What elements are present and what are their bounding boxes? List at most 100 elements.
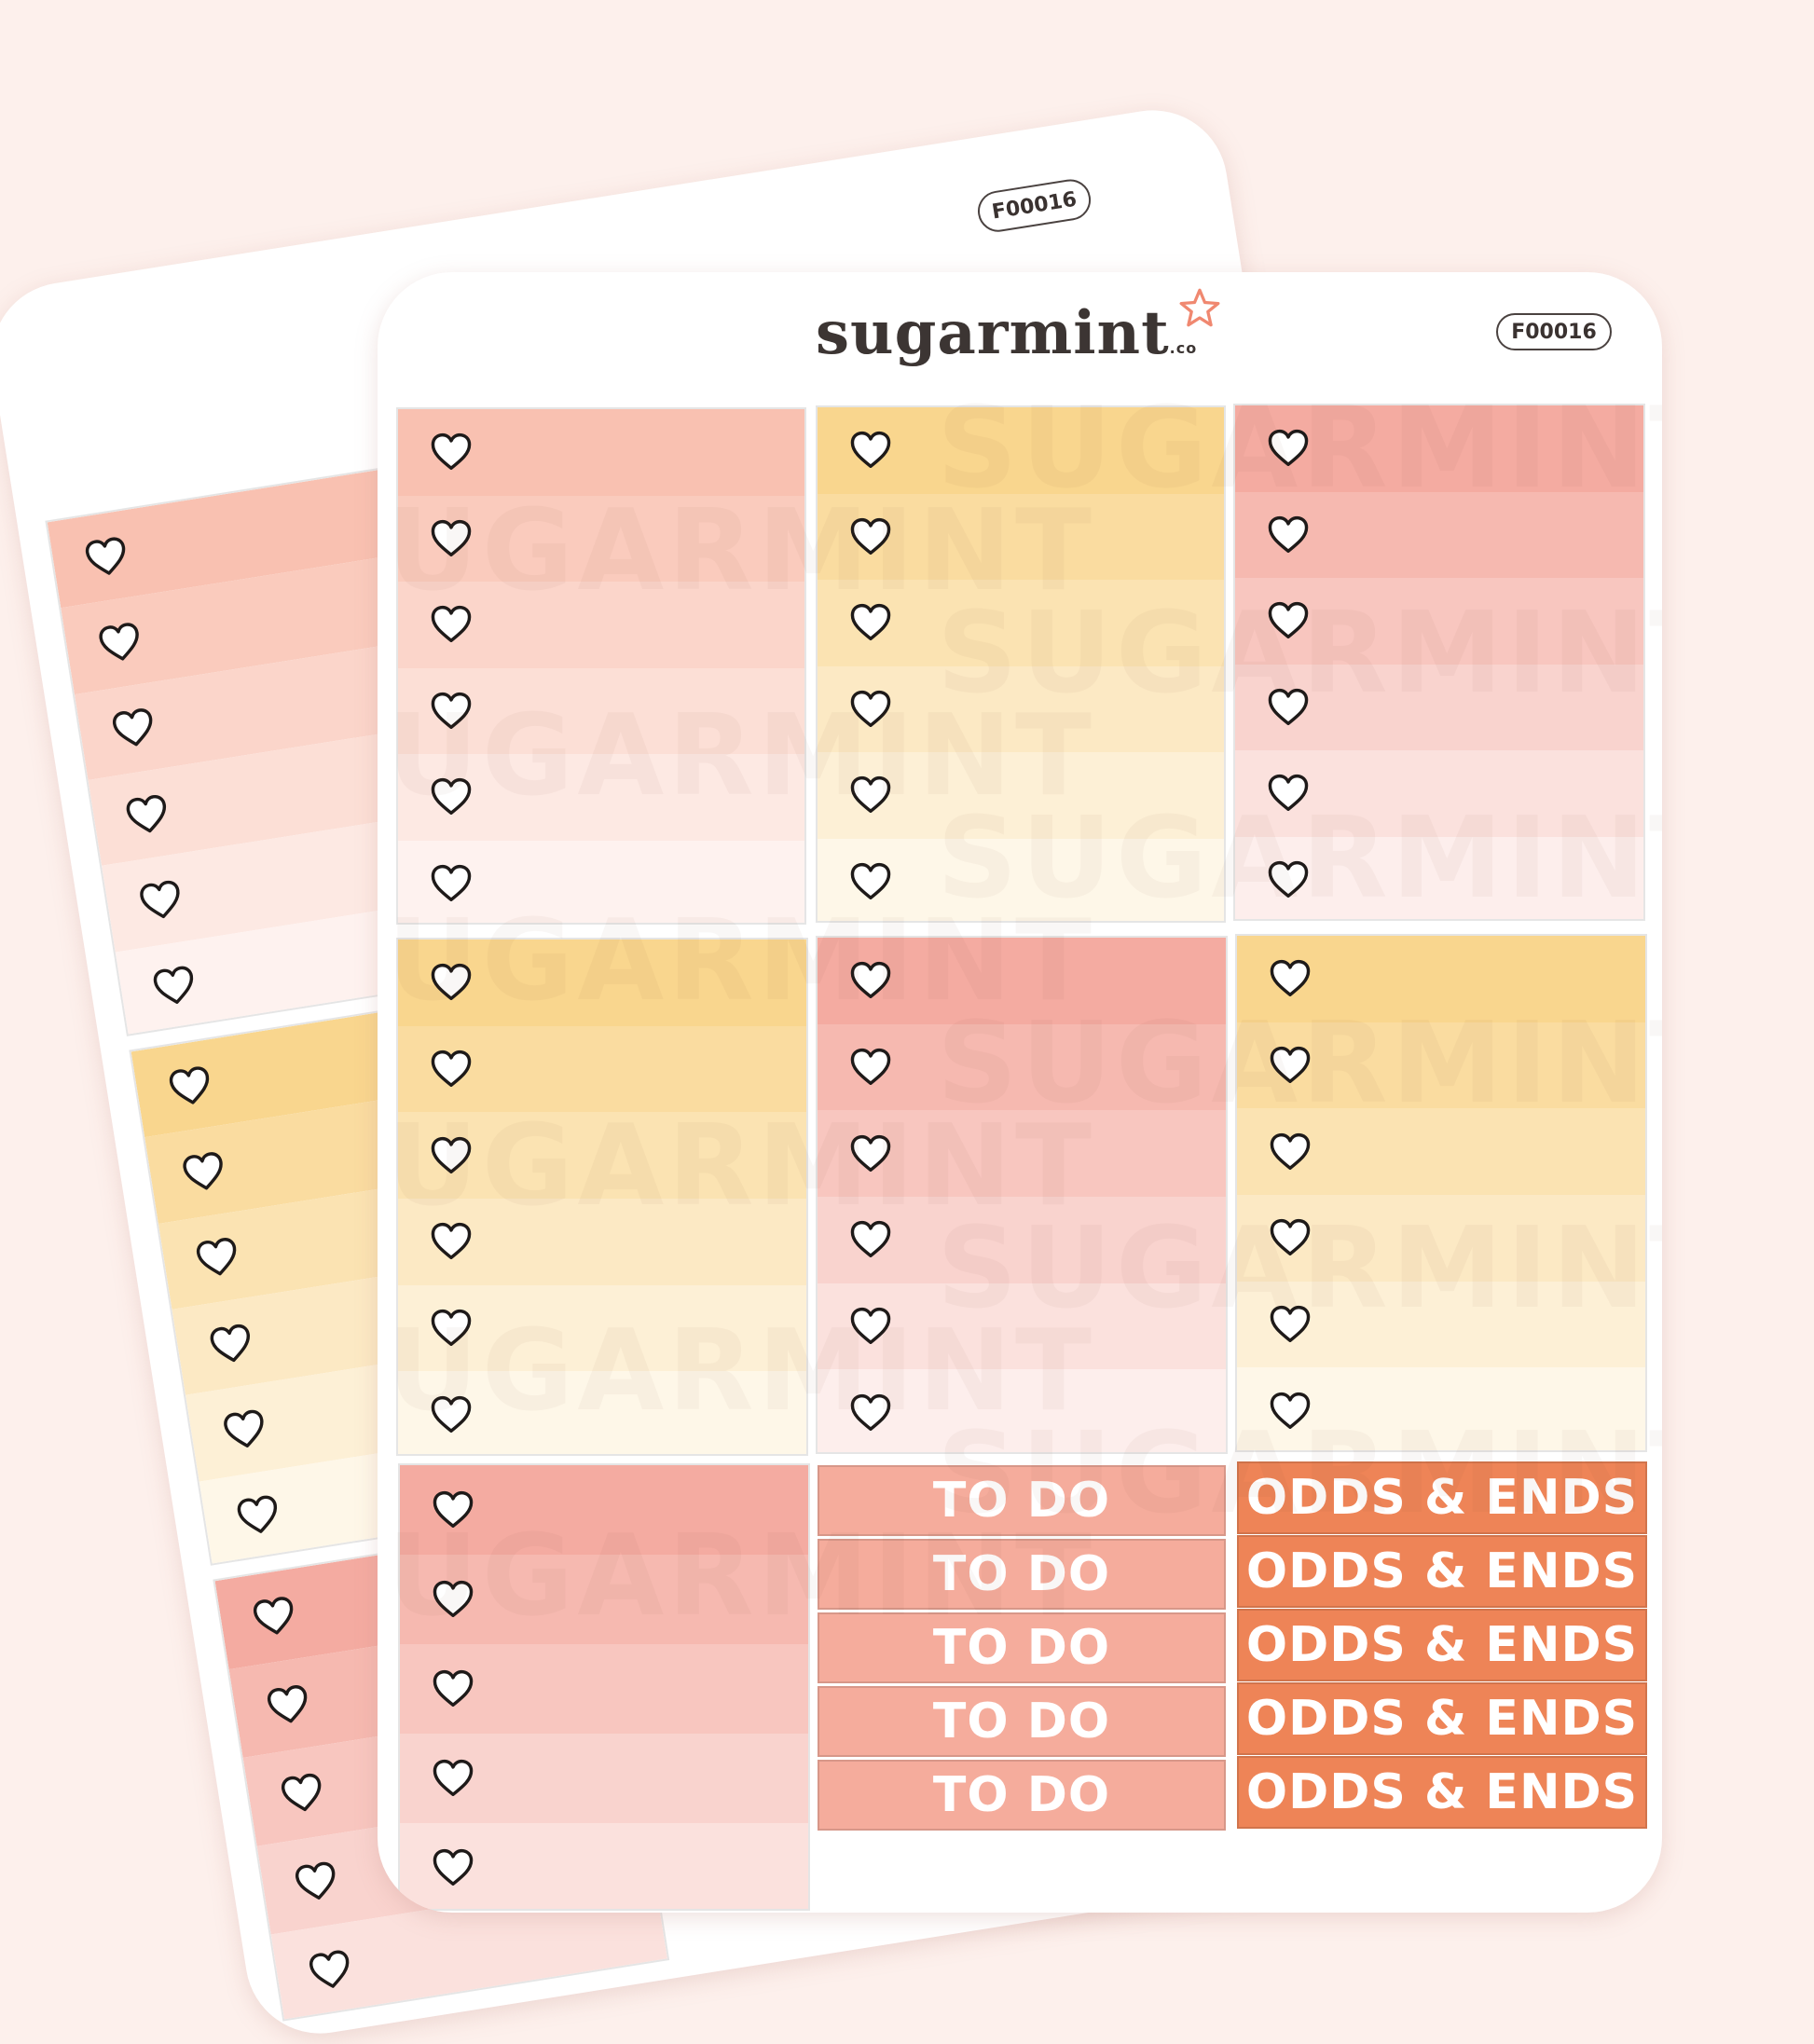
heart-checkbox-icon[interactable] (220, 1406, 268, 1454)
heart-checkbox-icon[interactable] (849, 516, 892, 557)
heart-checkbox-icon[interactable] (137, 877, 186, 925)
checklist-row (398, 940, 806, 1026)
checklist-row (398, 1284, 806, 1372)
checklist-row (400, 1465, 808, 1555)
star-icon (1179, 288, 1220, 327)
checklist-row (1237, 1281, 1645, 1368)
heart-checkbox-icon[interactable] (432, 1668, 474, 1709)
checklist-row (818, 1023, 1226, 1111)
checklist-box-coral (816, 936, 1228, 1454)
heart-checkbox-icon[interactable] (1267, 428, 1310, 469)
checklist-row (1235, 664, 1643, 750)
todo-label: TO DO (818, 1465, 1226, 1536)
checklist-row (1237, 1022, 1645, 1109)
checklist-row (1237, 936, 1645, 1022)
heart-checkbox-icon[interactable] (430, 863, 473, 904)
heart-checkbox-icon[interactable] (430, 1135, 473, 1176)
heart-checkbox-icon[interactable] (1267, 600, 1310, 641)
heart-checkbox-icon[interactable] (207, 1321, 255, 1368)
checklist-row (1235, 578, 1643, 665)
heart-checkbox-icon[interactable] (123, 791, 172, 839)
checklist-row (102, 805, 499, 953)
heart-checkbox-icon[interactable] (250, 1593, 298, 1640)
checklist-row (74, 633, 472, 780)
heart-checkbox-icon[interactable] (292, 1859, 340, 1906)
checklist-box-yellow (816, 405, 1226, 923)
heart-checkbox-icon[interactable] (849, 1392, 892, 1434)
heart-checkbox-icon[interactable] (96, 619, 144, 666)
heart-checkbox-icon[interactable] (193, 1235, 241, 1283)
heart-checkbox-icon[interactable] (849, 602, 892, 643)
heart-checkbox-icon[interactable] (150, 963, 199, 1010)
checklist-row (1235, 750, 1643, 837)
checklist-row (818, 580, 1224, 666)
heart-checkbox-icon[interactable] (278, 1770, 326, 1818)
heart-checkbox-icon[interactable] (82, 533, 131, 581)
heart-checkbox-icon[interactable] (264, 1681, 312, 1729)
heart-checkbox-icon[interactable] (1269, 1304, 1312, 1345)
heart-checkbox-icon[interactable] (1269, 1045, 1312, 1086)
heart-checkbox-icon[interactable] (1269, 958, 1312, 999)
odds-and-ends-label: ODDS & ENDS (1237, 1609, 1647, 1681)
heart-checkbox-icon[interactable] (1267, 687, 1310, 728)
heart-checkbox-icon[interactable] (1267, 859, 1310, 900)
checklist-row (186, 1334, 583, 1482)
checklist-row (398, 1199, 806, 1285)
heart-checkbox-icon[interactable] (432, 1579, 474, 1620)
checklist-row (47, 461, 445, 609)
heart-checkbox-icon[interactable] (849, 1133, 892, 1174)
checklist-row (398, 1112, 806, 1199)
heart-checkbox-icon[interactable] (430, 518, 473, 559)
checklist-row (131, 991, 529, 1138)
heart-checkbox-icon[interactable] (430, 1221, 473, 1262)
heart-checkbox-icon[interactable] (849, 1219, 892, 1260)
heart-checkbox-icon[interactable] (849, 430, 892, 471)
checklist-row (398, 582, 804, 668)
back-sheet-code-badge: F00016 (974, 176, 1094, 235)
heart-checkbox-icon[interactable] (849, 689, 892, 730)
odds-and-ends-label: ODDS & ENDS (1237, 1682, 1647, 1755)
heart-checkbox-icon[interactable] (849, 1306, 892, 1347)
heart-checkbox-icon[interactable] (430, 691, 473, 732)
heart-checkbox-icon[interactable] (432, 1847, 474, 1888)
heart-checkbox-icon[interactable] (430, 604, 473, 645)
heart-checkbox-icon[interactable] (849, 861, 892, 902)
checklist-row (818, 752, 1224, 839)
heart-checkbox-icon[interactable] (1269, 1132, 1312, 1173)
heart-checkbox-icon[interactable] (234, 1492, 282, 1540)
todo-label: TO DO (818, 1612, 1226, 1683)
heart-checkbox-icon[interactable] (430, 1049, 473, 1090)
checklist-row (144, 1077, 542, 1224)
heart-checkbox-icon[interactable] (430, 432, 473, 473)
checklist-row (242, 1696, 640, 1846)
checklist-row (398, 667, 804, 754)
heart-checkbox-icon[interactable] (432, 1489, 474, 1530)
checklist-row (199, 1420, 597, 1566)
todo-label: TO DO (818, 1686, 1226, 1757)
heart-checkbox-icon[interactable] (1267, 773, 1310, 814)
checklist-row (1235, 405, 1643, 492)
heart-checkbox-icon[interactable] (430, 1394, 473, 1435)
odds-and-ends-label: ODDS & ENDS (1237, 1535, 1647, 1608)
front-sheet-code-badge: F00016 (1496, 313, 1612, 350)
checklist-row (398, 409, 804, 496)
heart-checkbox-icon[interactable] (432, 1758, 474, 1799)
heart-checkbox-icon[interactable] (430, 1308, 473, 1349)
heart-checkbox-icon[interactable] (849, 960, 892, 1001)
odds-and-ends-label: ODDS & ENDS (1237, 1461, 1647, 1534)
checklist-row (818, 838, 1224, 921)
heart-checkbox-icon[interactable] (849, 775, 892, 816)
checklist-box-peach (396, 407, 806, 925)
heart-checkbox-icon[interactable] (306, 1947, 354, 1995)
heart-checkbox-icon[interactable] (166, 1063, 214, 1110)
heart-checkbox-icon[interactable] (849, 1047, 892, 1088)
heart-checkbox-icon[interactable] (1269, 1391, 1312, 1432)
heart-checkbox-icon[interactable] (1267, 514, 1310, 556)
heart-checkbox-icon[interactable] (1269, 1217, 1312, 1258)
heart-checkbox-icon[interactable] (430, 962, 473, 1003)
checklist-row (158, 1162, 556, 1310)
heart-checkbox-icon[interactable] (430, 776, 473, 817)
checklist-row (88, 719, 485, 867)
heart-checkbox-icon[interactable] (109, 706, 158, 753)
heart-checkbox-icon[interactable] (180, 1148, 228, 1196)
